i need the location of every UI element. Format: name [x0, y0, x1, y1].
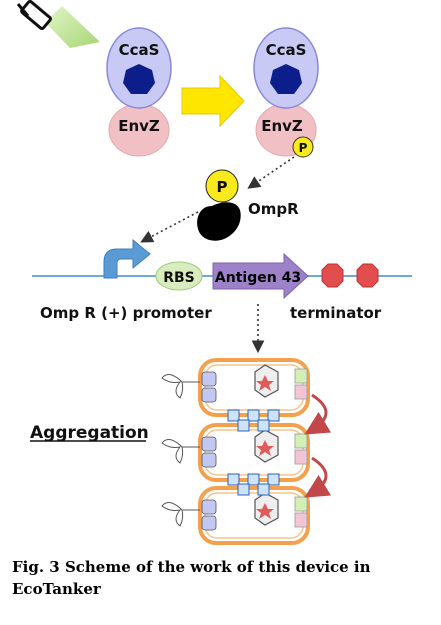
cell-2: [161, 423, 310, 482]
red-arrow-1: [304, 393, 332, 435]
red-arrow-2: [304, 456, 332, 498]
antigen43-links: [227, 409, 280, 496]
rbs-ellipse: [155, 261, 203, 291]
aggregated-cells: [161, 358, 332, 545]
ompr-regulator: P OmpR: [197, 169, 299, 241]
rbs-label: RBS: [163, 270, 195, 286]
antigen43-label: Antigen 43: [215, 270, 301, 286]
cell-3: [161, 486, 310, 545]
terminator-octagon-2: [356, 263, 379, 288]
aggregation-label: Aggregation: [30, 423, 149, 443]
ompr-phospho-circle: [205, 169, 239, 203]
antigen43-gene-arrow: [212, 252, 309, 300]
light-source-icon: [16, 0, 100, 48]
dna-construct: RBS Antigen 43 Omp R (+) promoter termin…: [32, 238, 412, 322]
right-phospho-circle: [292, 136, 314, 158]
right-envz-label: EnvZ: [261, 117, 303, 135]
promoter-arrow-icon: [103, 238, 151, 279]
right-ccas-label: CcaS: [266, 41, 307, 59]
terminator-label: terminator: [290, 304, 382, 322]
ompr-to-promoter-arrow: [140, 211, 199, 243]
terminator-octagon-1: [321, 263, 344, 288]
left-heptagon-icon: [123, 64, 155, 94]
left-ccas-label: CcaS: [119, 41, 160, 59]
right-phospho-label: P: [299, 141, 308, 155]
cell-1: [161, 358, 310, 417]
ompr-label: OmpR: [248, 200, 299, 218]
left-envz-label: EnvZ: [118, 117, 160, 135]
right-receptor-complex: CcaS EnvZ P: [253, 27, 319, 158]
promoter-label: Omp R (+) promoter: [40, 304, 212, 322]
right-heptagon-icon: [270, 64, 302, 94]
ompr-shape: [197, 202, 241, 241]
activation-arrow-icon: [181, 74, 245, 128]
ompr-phospho-label: P: [217, 178, 228, 196]
figure-caption: Fig. 3 Scheme of the work of this device…: [12, 558, 371, 598]
left-receptor-complex: CcaS EnvZ: [106, 27, 172, 157]
phospho-transfer-arrow: [247, 156, 295, 189]
